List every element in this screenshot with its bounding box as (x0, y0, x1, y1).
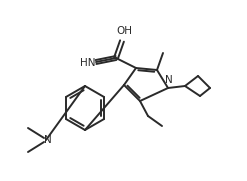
Text: OH: OH (116, 26, 132, 36)
Text: HN: HN (80, 58, 95, 68)
Text: N: N (44, 135, 52, 145)
Text: N: N (165, 75, 173, 85)
